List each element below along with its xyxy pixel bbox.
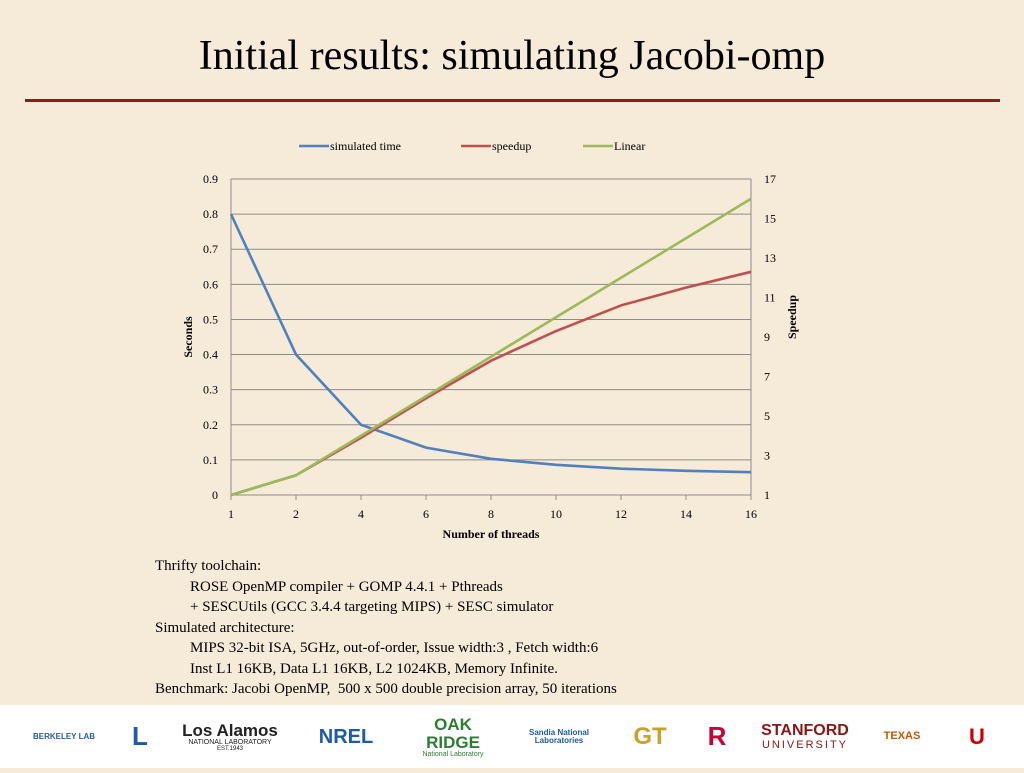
y-tick-label: 0.5 <box>203 312 218 326</box>
legend-label: Linear <box>614 139 645 153</box>
body-text: Thrifty toolchain: ROSE OpenMP compiler +… <box>155 556 915 700</box>
x-tick-label: 4 <box>358 507 364 521</box>
y2-tick-label: 7 <box>764 370 770 384</box>
y-tick-label: 0.1 <box>203 453 218 467</box>
body-line: Benchmark: Jacobi OpenMP, 500 x 500 doub… <box>155 681 617 697</box>
series-line-linear <box>230 197 752 497</box>
y-tick-label: 0.4 <box>203 348 218 362</box>
x-tick-label: 2 <box>293 507 299 521</box>
x-tick-label: 12 <box>615 507 627 521</box>
y-tick-label: 0.6 <box>203 277 218 291</box>
y2-tick-label: 1 <box>764 488 770 502</box>
oak-ridge-logo: OAK RIDGE National Laboratory <box>422 714 484 759</box>
body-line: ROSE OpenMP compiler + GOMP 4.4.1 + Pthr… <box>190 578 503 595</box>
x-tick-label: 14 <box>680 507 692 521</box>
y2-tick-label: 11 <box>764 291 776 305</box>
x-tick-label: 16 <box>745 507 757 521</box>
x-tick-label: 6 <box>423 507 429 521</box>
texas-logo: TEXAS <box>883 730 921 743</box>
y2-tick-label: 17 <box>764 172 776 186</box>
y-tick-label: 0.8 <box>203 207 218 221</box>
y2-tick-label: 13 <box>764 251 776 265</box>
legend-label: speedup <box>492 139 531 153</box>
body-line: Simulated architecture: <box>155 619 295 636</box>
y2-tick-label: 5 <box>764 409 770 423</box>
x-axis-title: Number of threads <box>443 527 540 541</box>
y2-tick-label: 3 <box>764 449 770 463</box>
series-line-simulated-time <box>229 213 752 474</box>
y-tick-label: 0.3 <box>203 383 218 397</box>
body-line: MIPS 32-bit ISA, 5GHz, out-of-order, Iss… <box>190 640 599 656</box>
title-divider <box>25 99 1000 102</box>
nrel-logo: NREL <box>318 725 374 748</box>
y-axis-title: Seconds <box>181 316 195 358</box>
y-tick-label: 0.7 <box>203 242 218 256</box>
body-line: Thrifty toolchain: <box>155 558 262 574</box>
llnl-logo: L <box>132 721 148 752</box>
sandia-logo: Sandia National Laboratories <box>528 727 589 745</box>
body-line: + SESCUtils (GCC 3.4.4 targeting MIPS) +… <box>190 599 554 615</box>
y-tick-label: 0.9 <box>203 172 218 186</box>
logo-footer: BERKELEY LAB L Los Alamos NATIONAL LABORATO… <box>0 705 1024 768</box>
x-tick-label: 8 <box>488 507 494 521</box>
georgia-tech-logo: GT <box>633 723 667 751</box>
y2-tick-label: 9 <box>764 330 770 344</box>
slide-title: Initial results: simulating Jacobi-omp <box>198 33 826 79</box>
y2-axis-title: Speedup <box>785 295 799 339</box>
x-tick-label: 10 <box>550 507 562 521</box>
rutgers-logo: R <box>707 721 727 752</box>
legend-label: simulated time <box>330 139 401 153</box>
y-tick-label: 0 <box>212 488 218 502</box>
body-line: Inst L1 16KB, Data L1 16KB, L2 1024KB, M… <box>190 660 558 677</box>
series-line-speedup <box>230 270 752 497</box>
y-tick-label: 0.2 <box>203 418 218 432</box>
stanford-logo: STANFORD UNIVERSITY <box>761 721 849 752</box>
utah-logo: U <box>969 724 985 750</box>
y2-tick-label: 15 <box>764 212 776 226</box>
berkeley-lab-logo: BERKELEY LAB <box>32 731 96 741</box>
x-tick-label: 1 <box>228 507 234 521</box>
los-alamos-logo: Los Alamos NATIONAL LABORATORY EST.1943 <box>182 720 278 753</box>
